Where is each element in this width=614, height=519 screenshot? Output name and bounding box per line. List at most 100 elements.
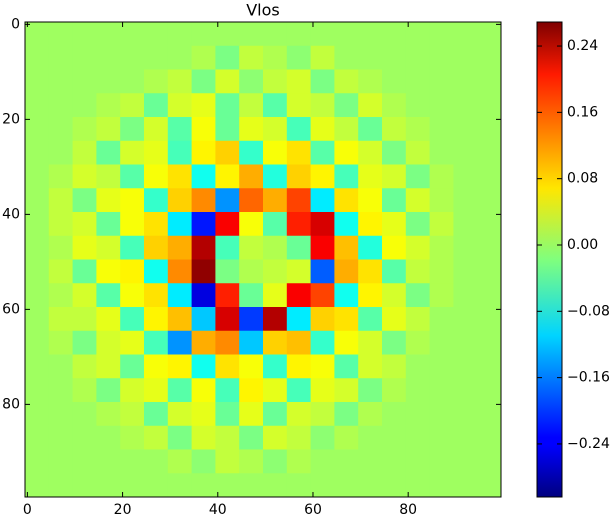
heatmap-cell (358, 354, 383, 379)
heatmap-cell (286, 235, 312, 260)
heatmap-cell (215, 164, 240, 189)
heatmap-cell (358, 22, 383, 47)
heatmap-cell (96, 69, 121, 94)
heatmap-cell (167, 164, 193, 189)
heatmap-cell (286, 45, 312, 70)
heatmap-cell (72, 93, 97, 118)
heatmap-cell (310, 354, 335, 379)
heatmap-cell (334, 402, 359, 427)
heatmap-cell (48, 140, 74, 165)
heatmap-cell (334, 22, 359, 47)
heatmap-cell (239, 307, 264, 332)
heatmap-cell (25, 354, 50, 379)
heatmap-cell (286, 69, 312, 94)
heatmap-cell (215, 283, 240, 308)
heatmap-cell (167, 212, 193, 237)
heatmap-cell (405, 402, 431, 427)
heatmap-cell (96, 307, 121, 332)
heatmap-cell (96, 235, 121, 260)
heatmap-cell (167, 473, 193, 498)
heatmap-cell (144, 235, 169, 260)
heatmap-cell (429, 449, 454, 474)
heatmap-cell (334, 212, 359, 237)
heatmap-cell (191, 22, 216, 47)
heatmap-cell (120, 425, 145, 450)
heatmap-cell (263, 140, 288, 165)
heatmap-cell (477, 45, 502, 70)
heatmap-cell (167, 235, 193, 260)
heatmap-cell (25, 45, 50, 70)
heatmap-cell (144, 402, 169, 427)
heatmap-cell (215, 140, 240, 165)
heatmap-cell (120, 283, 145, 308)
heatmap-cell (167, 93, 193, 118)
heatmap-cell (358, 449, 383, 474)
heatmap-cell (144, 354, 169, 379)
heatmap-cell (215, 378, 240, 403)
heatmap-cell (405, 283, 431, 308)
heatmap-cell (358, 140, 383, 165)
chart-title: Vlos (246, 1, 280, 20)
heatmap-cell (191, 117, 216, 142)
heatmap-cell (25, 235, 50, 260)
heatmap-cell (310, 259, 335, 284)
heatmap-cell (429, 164, 454, 189)
x-tick-label: 0 (23, 502, 32, 518)
heatmap-cell (144, 93, 169, 118)
heatmap-cell (334, 69, 359, 94)
heatmap-cell (405, 378, 431, 403)
x-tick-label: 80 (399, 502, 417, 518)
heatmap-cell (191, 402, 216, 427)
y-tick-label: 0 (11, 16, 20, 32)
heatmap-cell (48, 212, 74, 237)
heatmap-cell (48, 69, 74, 94)
heatmap-cell (358, 330, 383, 355)
heatmap-cell (239, 212, 264, 237)
heatmap-cell (120, 354, 145, 379)
heatmap-cell (191, 307, 216, 332)
heatmap-cell (382, 402, 407, 427)
heatmap-cell (72, 259, 97, 284)
heatmap-cell (120, 45, 145, 70)
heatmap-cell (215, 307, 240, 332)
heatmap-cell (72, 449, 97, 474)
heatmap-cell (48, 402, 74, 427)
heatmap-cell (334, 330, 359, 355)
heatmap-cell (382, 235, 407, 260)
heatmap-cell (25, 164, 50, 189)
heatmap-cell (358, 45, 383, 70)
heatmap-cell (72, 425, 97, 450)
heatmap-cell (239, 45, 264, 70)
heatmap-cell (72, 307, 97, 332)
heatmap-cell (48, 449, 74, 474)
heatmap-cell (25, 259, 50, 284)
heatmap-cell (429, 69, 454, 94)
heatmap-cell (286, 354, 312, 379)
heatmap-cell (286, 22, 312, 47)
heatmap-cell (239, 425, 264, 450)
heatmap-cell (191, 45, 216, 70)
heatmap-cell (310, 164, 335, 189)
heatmap-cell (382, 164, 407, 189)
heatmap-cell (215, 449, 240, 474)
heatmap-cell (72, 117, 97, 142)
heatmap-cell (382, 45, 407, 70)
heatmap-cell (191, 330, 216, 355)
heatmap-cell (310, 283, 335, 308)
heatmap-cell (405, 188, 431, 213)
heatmap-cell (191, 378, 216, 403)
heatmap-cell (429, 188, 454, 213)
heatmap-cell (334, 307, 359, 332)
heatmap-cell (48, 354, 74, 379)
heatmap-cell (382, 283, 407, 308)
heatmap-cell (477, 22, 502, 47)
heatmap-cell (239, 22, 264, 47)
heatmap-cell (191, 93, 216, 118)
heatmap-cell (358, 188, 383, 213)
heatmap-cell (310, 117, 335, 142)
heatmap-cell (239, 117, 264, 142)
heatmap-cell (120, 140, 145, 165)
heatmap-cell (96, 117, 121, 142)
heatmap-cell (453, 473, 478, 498)
heatmap-cell (286, 212, 312, 237)
